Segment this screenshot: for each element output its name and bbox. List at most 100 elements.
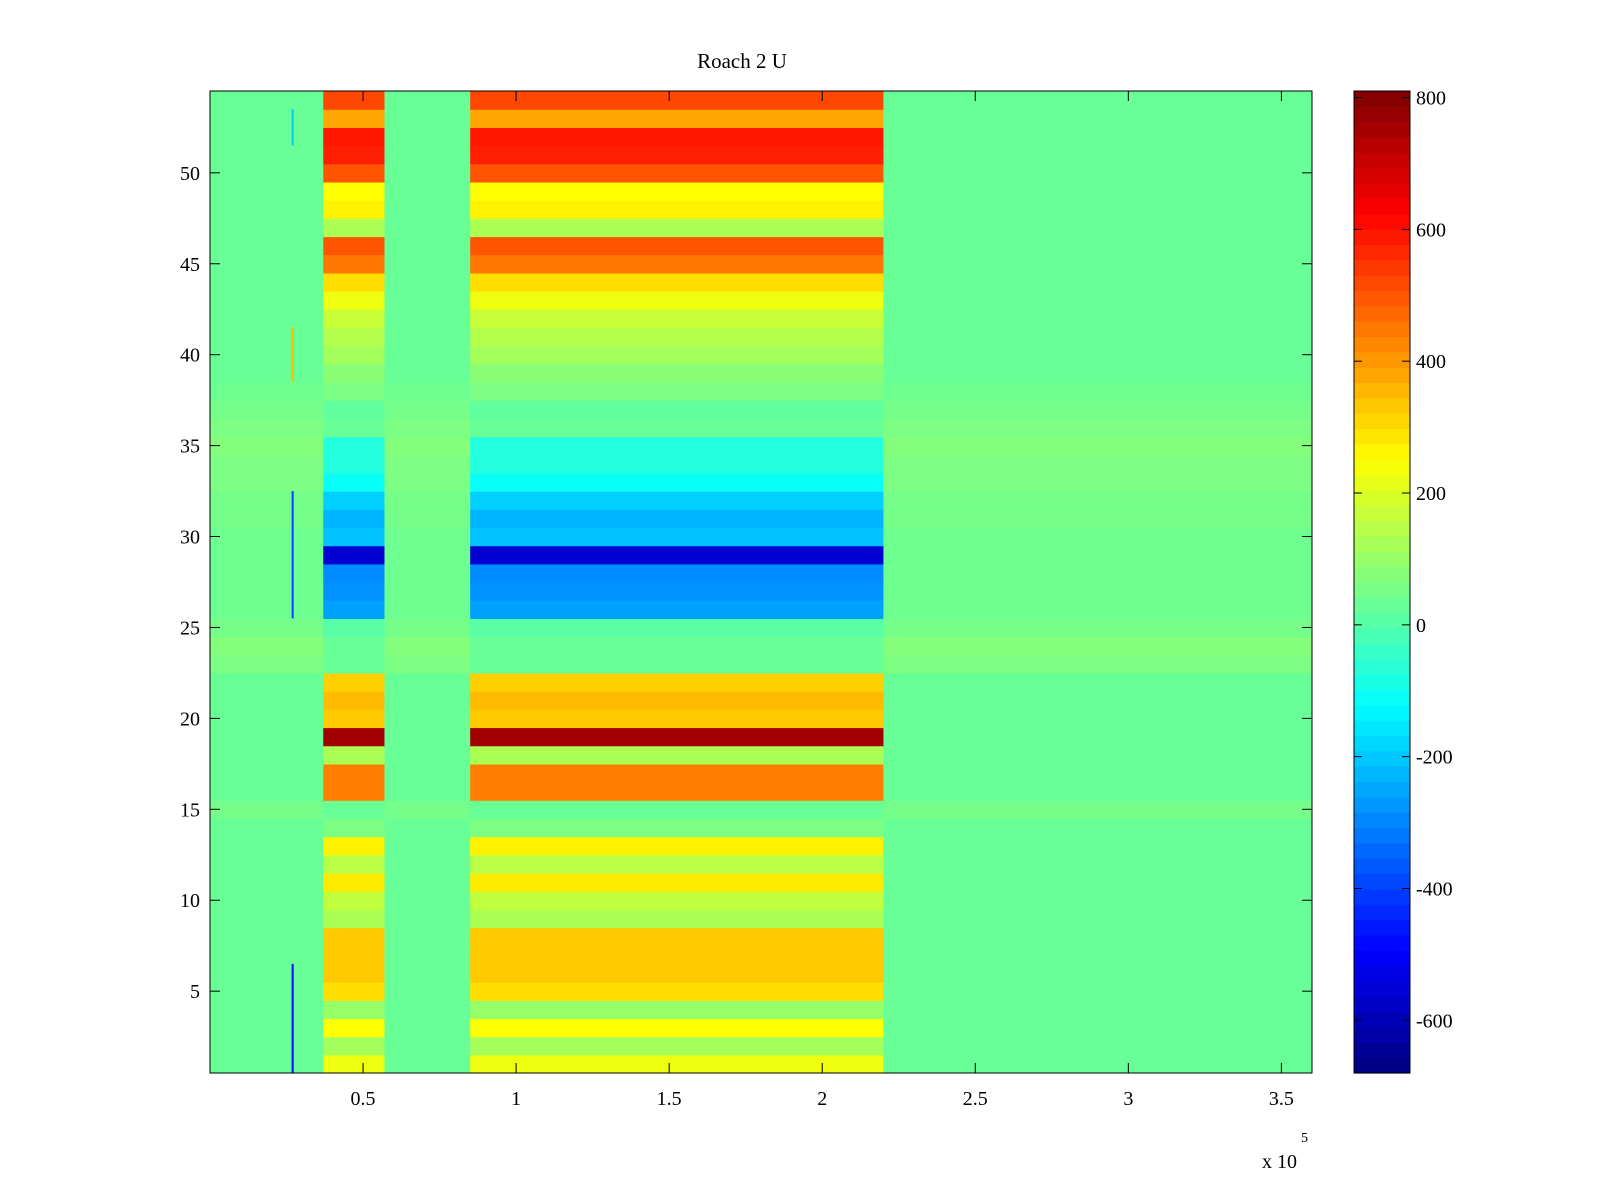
heatmap-cell [210,582,324,601]
colorbar-band [1354,443,1410,460]
heatmap-cell [323,291,386,310]
heatmap-cell [883,418,1312,438]
y-tick-label: 15 [180,799,200,821]
heatmap-cell [210,491,324,510]
y-tick-label: 10 [180,890,200,912]
colorbar-band [1354,658,1410,675]
heatmap-cell [323,345,386,365]
heatmap-cell [323,945,386,965]
heatmap-cell [384,454,471,474]
heatmap-cell [470,127,885,147]
heatmap-cell [384,963,471,983]
heatmap-cell [470,218,885,238]
colorbar-tick-label: 400 [1416,351,1446,373]
heatmap-cell [384,909,471,929]
colorbar-frame [1353,90,1411,1074]
y-tick-label: 20 [180,708,200,730]
heatmap-cell [210,891,324,910]
heatmap-cell [883,200,1312,219]
heatmap-cell [323,145,386,165]
heatmap-cell [883,363,1312,383]
heatmap-cell [210,272,324,292]
colorbar-band [1354,428,1410,445]
heatmap-cell [883,763,1312,783]
heatmap-cell [210,509,324,529]
heatmap-cell [384,782,471,801]
colorbar-band [1354,934,1410,951]
heatmap-cell [323,363,386,383]
heatmap-cell [470,145,885,165]
heatmap-cell [384,472,471,492]
heatmap-cell [210,472,324,492]
heatmap-cell [323,600,386,619]
heatmap-cell [384,91,471,110]
heatmap-cell [210,782,324,801]
heatmap-cell [210,309,324,329]
heatmap-cell [323,909,386,929]
colorbar-band [1354,244,1410,261]
heatmap-cell [883,1036,1312,1056]
heatmap-cell [210,636,324,656]
heatmap-cell [470,400,885,419]
heatmap-cell [470,618,885,638]
heatmap-cell [210,291,324,310]
colorbar-band [1354,704,1410,721]
colorbar-band [1354,566,1410,583]
x-tick-label: 1.5 [657,1088,682,1110]
heatmap-cell [883,181,1312,201]
heatmap-cell [323,727,386,747]
heatmap-cell [323,545,386,565]
heatmap-cell [470,109,885,128]
heatmap-cell [323,618,386,638]
colorbar-band [1354,827,1410,844]
heatmap-cell [470,436,885,456]
heatmap-cell [384,1000,471,1020]
heatmap-cell [210,254,324,274]
heatmap-cell [210,436,324,456]
heatmap-cell [883,854,1312,874]
colorbar-band [1354,674,1410,690]
heatmap-cell [323,109,386,128]
colorbar-tick-label: 600 [1416,219,1446,241]
heatmap-cell [323,745,386,765]
colorbar-band [1354,996,1410,1013]
heatmap-cell [384,181,471,201]
heatmap-cell [384,836,471,856]
colorbar-band [1354,735,1410,752]
heatmap-cell [384,927,471,947]
colorbar: -600 -400 -200 0 200 400 600 800 [1353,88,1453,1074]
heatmap-cell [384,381,471,401]
heatmap-cell [883,527,1312,547]
heatmap-cell [883,909,1312,929]
heatmap-cell [210,527,324,547]
heatmap-cell [384,145,471,165]
heatmap-cell [210,327,324,347]
colorbar-band [1354,367,1410,384]
colorbar-tick-label: 0 [1416,615,1426,637]
heatmap-cell [384,400,471,419]
chart-title: Roach 2 U [697,49,787,73]
x-exponent-base: x 10 [1262,1151,1297,1173]
heatmap-cell [384,1036,471,1056]
heatmap-cell [323,691,386,710]
heatmap-cell [384,254,471,274]
heatmap-cell [883,800,1312,820]
heatmap-cell [210,672,324,692]
heatmap-cells [210,91,1312,1073]
heatmap-cell [470,854,885,874]
heatmap-cell [883,472,1312,492]
heatmap-cell [384,745,471,765]
heatmap-cell [470,763,885,783]
colorbar-band [1354,413,1410,430]
heatmap-cell [470,709,885,729]
heatmap-cell [384,763,471,783]
heatmap-cell [323,309,386,329]
heatmap-cell [883,309,1312,329]
y-tick-label: 25 [180,617,200,639]
heatmap-cell [470,545,885,565]
heatmap-cell [384,291,471,310]
heatmap-cell [470,818,885,838]
heatmap-cell [384,1054,471,1073]
heatmap-cell [470,309,885,329]
